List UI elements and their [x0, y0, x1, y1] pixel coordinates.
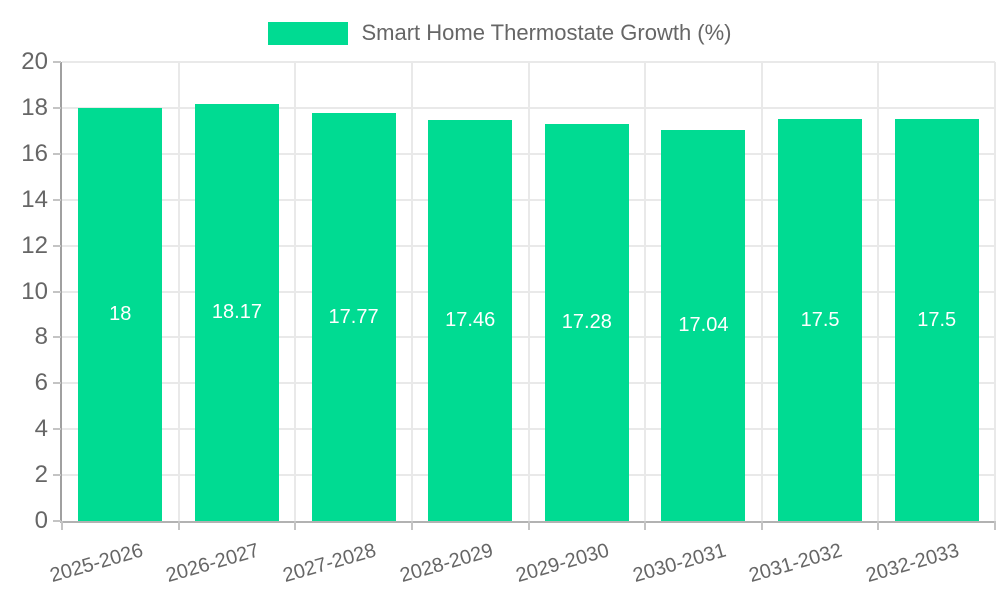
plot-area: 18 18.17 17.77 17.46 17.28 17.04 17.5 17.5	[60, 61, 996, 523]
bar-value-label: 18	[109, 302, 132, 325]
x-gridline	[527, 62, 530, 521]
bar-value-label: 18.17	[211, 300, 262, 323]
x-tick-mark	[877, 521, 880, 530]
y-tick-label: 4	[34, 415, 48, 443]
bar-value-label: 17.46	[445, 309, 496, 332]
y-tick-mark	[53, 198, 61, 201]
bar-value-label: 17.5	[917, 308, 957, 331]
bar-value-label: 17.77	[328, 305, 379, 328]
x-gridline	[994, 62, 996, 521]
bar-value-label: 17.28	[561, 311, 612, 334]
y-tick-label: 0	[34, 507, 48, 534]
y-tick-label: 18	[21, 93, 48, 121]
x-tick-label: 2027-2028	[280, 539, 379, 587]
legend-swatch	[268, 21, 349, 45]
y-tick-label: 16	[21, 139, 48, 167]
y-tick-mark	[53, 520, 61, 522]
bar[interactable]: 18.17	[194, 103, 279, 521]
x-gridline	[177, 62, 180, 521]
y-tick-label: 14	[21, 185, 48, 213]
y-tick-label: 12	[21, 231, 48, 259]
x-tick-mark	[294, 521, 297, 530]
x-tick-label: 2030-2031	[630, 539, 729, 587]
x-tick-label: 2028-2029	[397, 539, 496, 587]
y-axis-line	[60, 62, 62, 521]
legend-label: Smart Home Thermostate Growth (%)	[361, 20, 732, 45]
y-tick-mark	[53, 336, 61, 339]
y-tick-mark	[53, 152, 61, 155]
y-tick-mark	[53, 106, 61, 109]
x-tick-label: 2031-2032	[746, 539, 845, 587]
y-tick-label: 10	[21, 277, 48, 305]
x-tick-mark	[410, 521, 413, 530]
bar-value-label: 17.04	[678, 313, 729, 336]
y-tick-mark	[53, 290, 61, 293]
x-tick-mark	[760, 521, 763, 530]
bar[interactable]: 17.5	[894, 119, 979, 521]
x-tick-mark	[527, 521, 530, 530]
x-tick-mark	[177, 521, 180, 530]
y-tick-mark	[53, 428, 61, 431]
bar[interactable]: 17.04	[661, 129, 746, 521]
bar-value-label: 17.5	[800, 308, 840, 331]
x-gridline	[294, 62, 297, 521]
x-gridline	[644, 62, 647, 521]
x-tick-mark	[994, 521, 996, 530]
x-gridline	[760, 62, 763, 521]
y-tick-label: 6	[34, 369, 48, 397]
bar[interactable]: 17.28	[544, 124, 629, 521]
y-tick-mark	[53, 382, 61, 385]
x-gridline	[410, 62, 413, 521]
y-tick-label: 8	[34, 323, 48, 351]
legend[interactable]: Smart Home Thermostate Growth (%)	[0, 20, 1000, 46]
x-tick-mark	[644, 521, 647, 530]
x-tick-label: 2029-2030	[513, 539, 612, 587]
y-tick-mark	[53, 244, 61, 247]
bar[interactable]: 18	[78, 107, 163, 521]
x-tick-mark	[61, 521, 63, 530]
y-tick-mark	[53, 61, 61, 63]
x-tick-label: 2032-2033	[863, 539, 962, 587]
x-tick-label: 2026-2027	[163, 539, 262, 587]
bar[interactable]: 17.46	[428, 120, 513, 521]
y-tick-label: 20	[21, 48, 48, 75]
x-gridline	[877, 62, 880, 521]
bar[interactable]: 17.5	[778, 119, 863, 521]
y-tick-mark	[53, 474, 61, 477]
bar[interactable]: 17.77	[311, 113, 396, 521]
x-tick-label: 2025-2026	[47, 539, 146, 587]
y-tick-label: 2	[34, 461, 48, 489]
